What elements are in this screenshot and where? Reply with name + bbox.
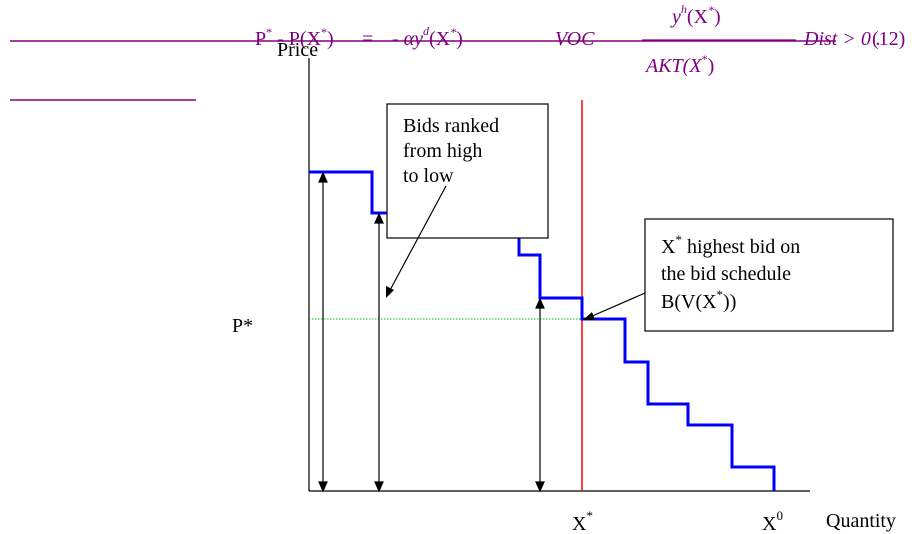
equation-12: P* - P(X*) = - αyd(X*) VOC yh(X*) AKT(X*… <box>255 2 905 77</box>
svg-text:the bid schedule: the bid schedule <box>661 263 791 285</box>
bid-height-arrows <box>318 171 545 493</box>
bid-arrow-3-head-top <box>535 297 545 309</box>
svg-text:AKT(X*): AKT(X*) <box>644 52 714 77</box>
eq-equals: = <box>362 28 373 50</box>
y-axis-label: Price <box>277 39 318 61</box>
eq-denominator: AKT(X <box>644 55 702 77</box>
svg-text:Bids ranked: Bids ranked <box>403 115 499 137</box>
bid-arrow-1-head-bottom <box>318 481 328 493</box>
highest-bid-box <box>644 218 894 332</box>
eq-number: (12) <box>872 28 905 50</box>
svg-text:yh(X*): yh(X*) <box>670 2 721 28</box>
eq-numerator: y <box>670 6 681 28</box>
bid-arrow-1-head-top <box>318 171 328 183</box>
eq-dist: Dist > 0 . <box>803 28 881 50</box>
bid-arrow-2-head-top <box>374 212 384 224</box>
highest-bid-text: X* highest bid on the bid schedule B(V(X… <box>661 232 800 313</box>
bids-ranked-pointer-head <box>386 286 394 298</box>
svg-text:to low: to low <box>403 165 454 187</box>
svg-text:B(V(X*)): B(V(X*)) <box>661 287 736 313</box>
svg-text:X* highest bid on: X* highest bid on <box>661 232 800 258</box>
x-star-tick-label: X* <box>572 508 593 534</box>
eq-p-star: P <box>255 28 266 50</box>
bids-ranked-text: Bids ranked from high to low <box>403 115 499 187</box>
x-axis-label: Quantity <box>826 510 896 532</box>
bids-ranked-box <box>386 103 549 239</box>
svg-text:- αyd(X*): - αyd(X*) <box>392 24 463 50</box>
x-zero-tick-label: X0 <box>762 508 783 534</box>
svg-text:P* - P(X*): P* - P(X*) <box>255 25 334 50</box>
bid-arrow-2-head-bottom <box>374 481 384 493</box>
eq-voc: VOC <box>555 28 595 50</box>
bids-ranked-pointer <box>388 185 447 293</box>
highest-bid-pointer <box>589 292 646 318</box>
eq-minus-a: - αy <box>392 28 423 50</box>
svg-text:from high: from high <box>403 140 482 162</box>
bid-arrow-3-head-bottom <box>535 481 545 493</box>
p-star-label: P* <box>232 315 253 337</box>
highest-bid-pointer-head <box>583 312 595 320</box>
